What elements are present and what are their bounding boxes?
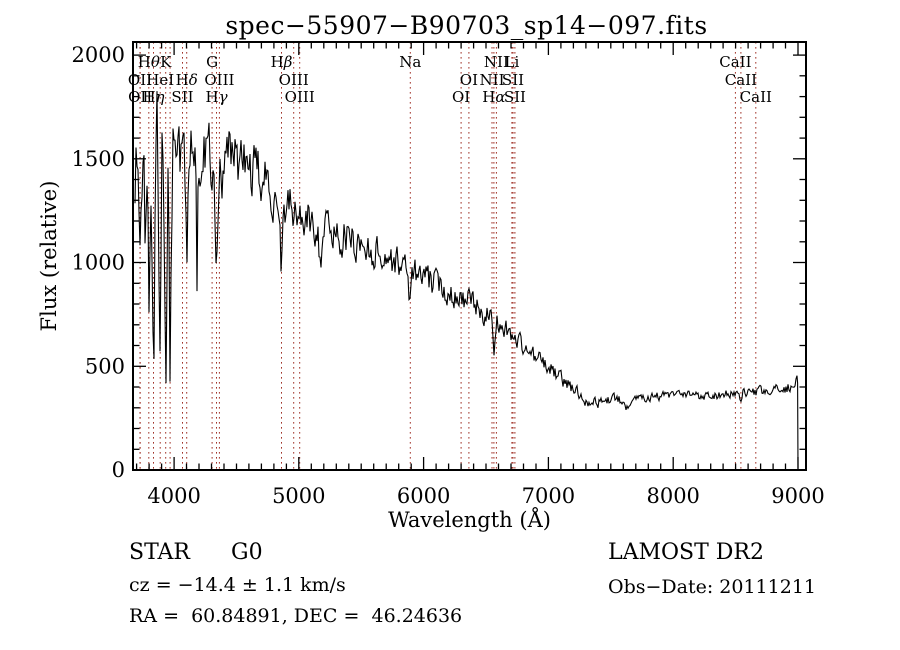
svg-text:Hδ: Hδ <box>176 71 198 89</box>
svg-text:OI: OI <box>452 88 470 106</box>
svg-text:SII: SII <box>502 71 524 89</box>
svg-text:0: 0 <box>112 458 125 482</box>
svg-text:SII: SII <box>504 88 526 106</box>
svg-text:OIII: OIII <box>279 71 309 89</box>
spectrum-trace <box>134 91 799 469</box>
radec-text: RA = 60.84891, DEC = 46.24636 <box>129 605 463 627</box>
svg-text:Na: Na <box>399 53 421 71</box>
y-tick-labels: 0 500 1000 1500 2000 <box>72 43 125 482</box>
svg-text:SII: SII <box>171 88 193 106</box>
svg-text:CaII: CaII <box>725 71 757 89</box>
svg-text:7000: 7000 <box>522 484 575 508</box>
svg-text:Hβ: Hβ <box>271 53 293 71</box>
svg-text:NII: NII <box>480 71 505 89</box>
svg-text:OI: OI <box>460 71 478 89</box>
plot-frame <box>132 41 807 471</box>
svg-text:G: G <box>206 53 218 71</box>
svg-text:1000: 1000 <box>72 251 125 275</box>
svg-text:6000: 6000 <box>397 484 450 508</box>
survey-text: LAMOST DR2 <box>608 540 764 565</box>
x-axis-title: Wavelength (Å) <box>388 507 551 532</box>
spectral-line-markers <box>139 42 757 470</box>
svg-text:CaII: CaII <box>719 53 751 71</box>
class-label: STAR <box>129 540 190 565</box>
svg-text:1500: 1500 <box>72 147 125 171</box>
svg-text:Li: Li <box>505 53 520 71</box>
svg-text:Hθ: Hθ <box>138 53 160 71</box>
svg-text:OIII: OIII <box>204 71 234 89</box>
svg-text:8000: 8000 <box>646 484 699 508</box>
svg-text:NII: NII <box>484 53 509 71</box>
svg-text:Hγ: Hγ <box>205 88 227 106</box>
svg-text:5000: 5000 <box>272 484 325 508</box>
x-tick-labels: 4000 5000 6000 7000 8000 9000 <box>147 484 824 508</box>
svg-text:Hη: Hη <box>142 88 164 106</box>
svg-text:HeI: HeI <box>146 71 174 89</box>
obs-date-text: Obs−Date: 20111211 <box>608 576 816 598</box>
y-axis-title: Flux (relative) <box>37 181 61 332</box>
svg-text:4000: 4000 <box>147 484 200 508</box>
svg-text:9000: 9000 <box>771 484 824 508</box>
classification-text: STAR G0 <box>129 540 263 565</box>
svg-text:Hα: Hα <box>482 88 505 106</box>
axis-ticks <box>133 42 806 471</box>
cz-text: cz = −14.4 ± 1.1 km/s <box>129 574 346 596</box>
svg-text:500: 500 <box>85 354 125 378</box>
svg-text:2000: 2000 <box>72 43 125 67</box>
subclass-label: G0 <box>231 540 263 565</box>
svg-text:K: K <box>160 53 172 71</box>
plot-title: spec−55907−B90703_sp14−097.fits <box>225 11 708 40</box>
svg-text:OIII: OIII <box>285 88 315 106</box>
svg-text:CaII: CaII <box>740 88 772 106</box>
